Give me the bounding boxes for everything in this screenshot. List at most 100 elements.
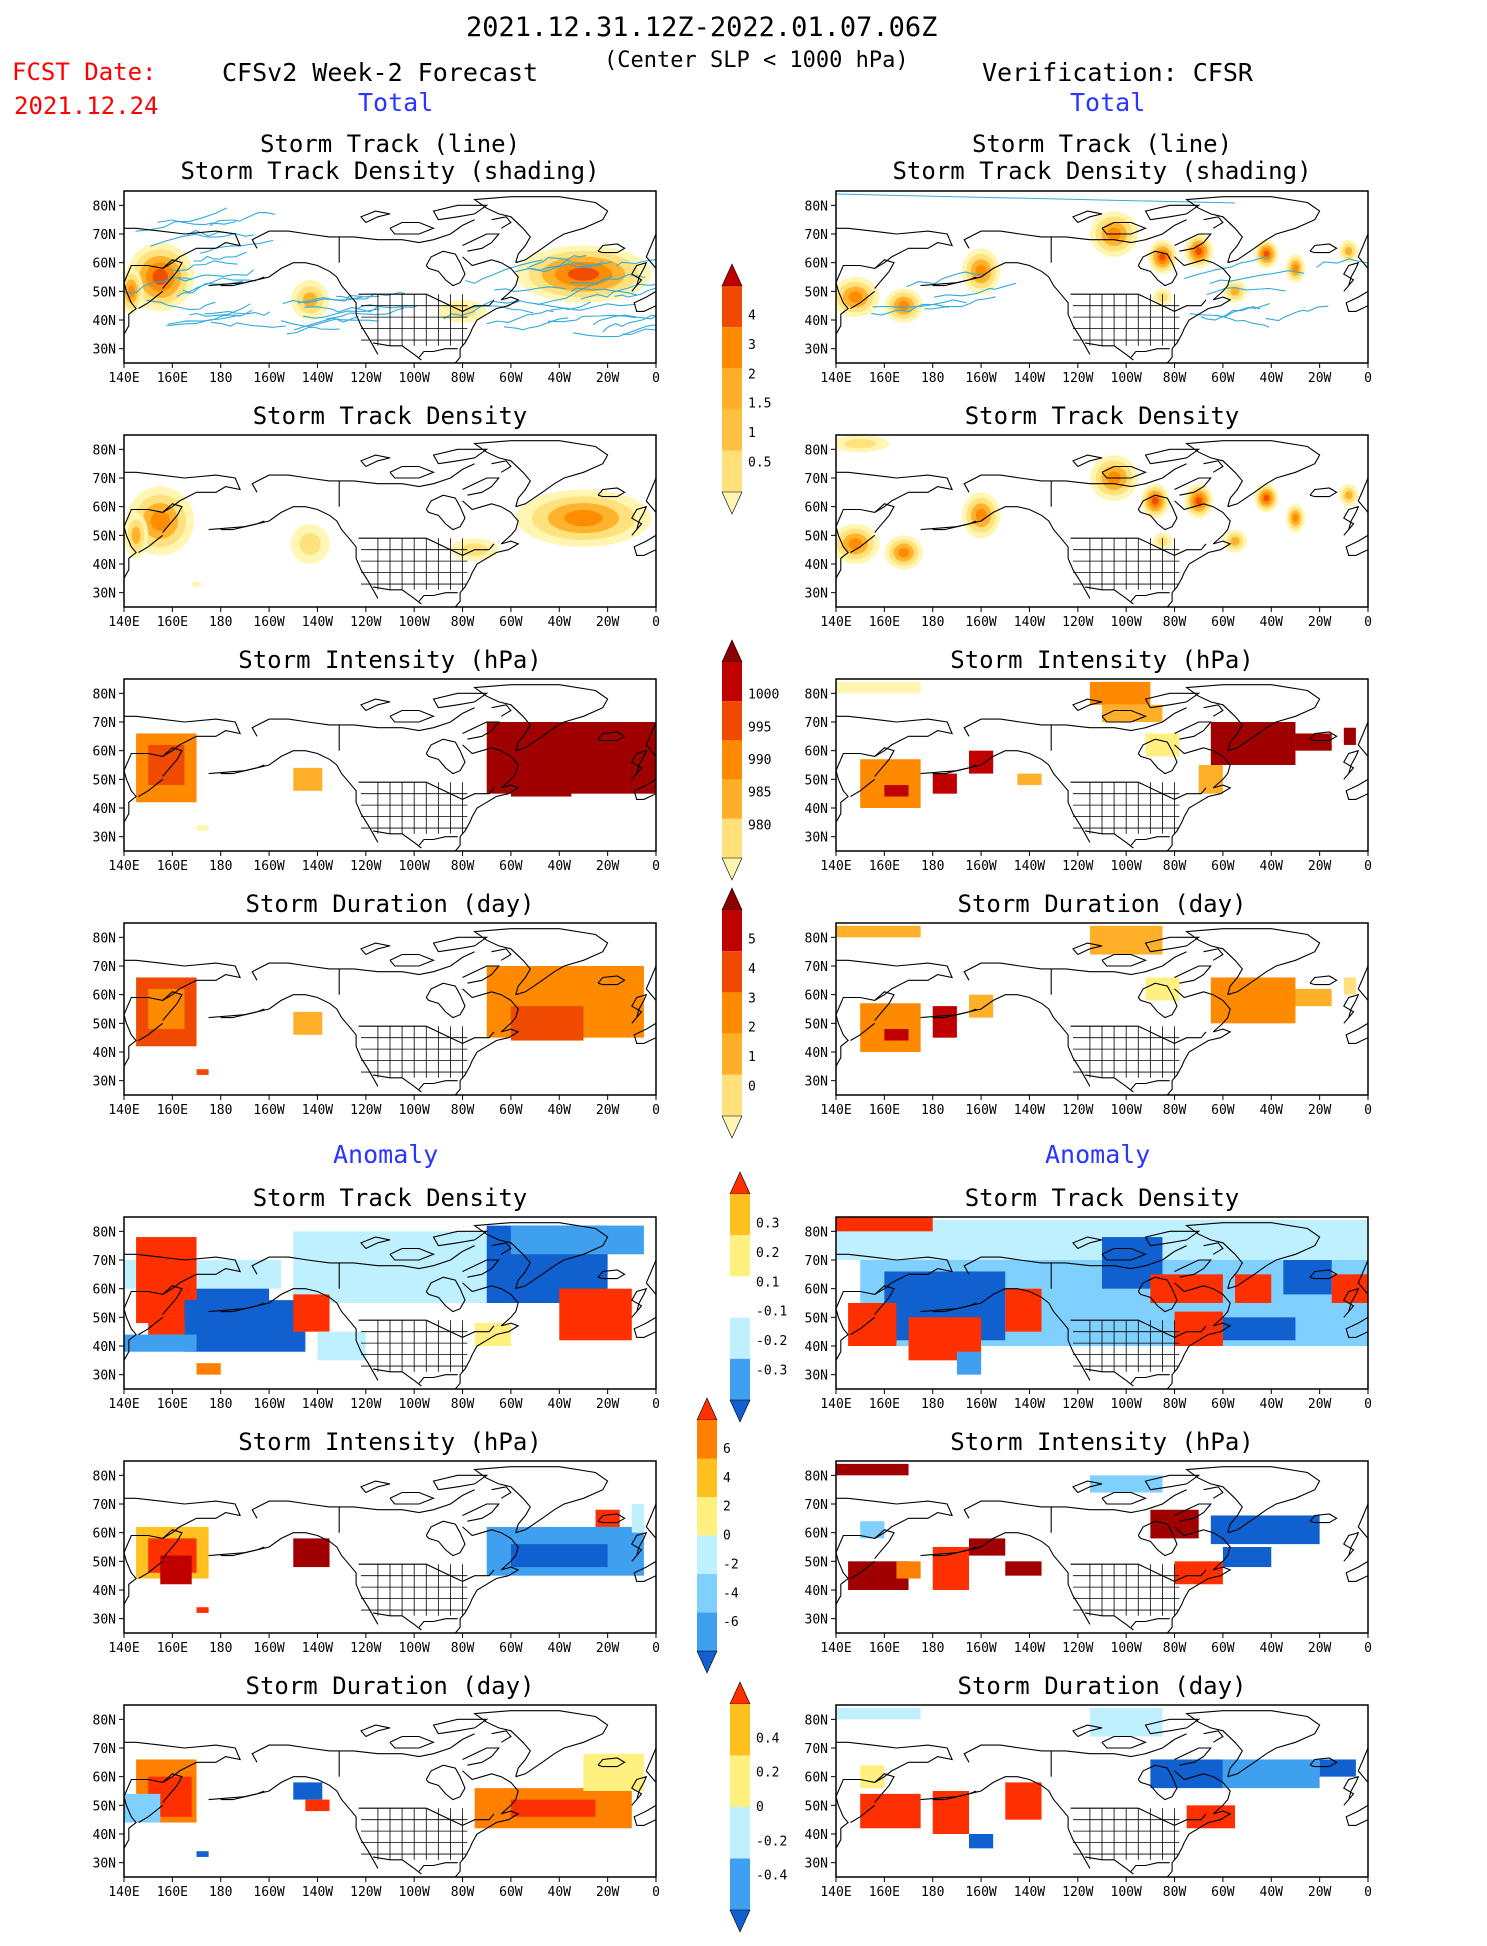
colorbar-duration-total: 5 4 3 2 1 0 xyxy=(721,887,802,1152)
lon-tick-label: 60W xyxy=(499,1103,523,1118)
lat-tick-label: 30N xyxy=(805,1857,828,1872)
lon-tick-label: 140W xyxy=(1014,1397,1045,1412)
lon-tick-label: 60W xyxy=(1211,1397,1235,1412)
lon-tick-label: 20W xyxy=(596,1885,620,1900)
colorbar-arrow-top xyxy=(721,887,743,911)
lon-tick-label: 40W xyxy=(548,1397,572,1412)
lon-tick-label: 160W xyxy=(253,859,284,874)
lon-tick-label: 80W xyxy=(451,859,475,874)
state-lines xyxy=(1072,782,1180,834)
lon-tick-label: 180 xyxy=(921,371,944,386)
colorbar-segment xyxy=(722,910,742,952)
title-duration-anom-right: Storm Duration (day) xyxy=(957,1672,1247,1700)
lon-tick-label: 40W xyxy=(548,1885,572,1900)
colorbar-label: 4 xyxy=(723,1471,731,1486)
lon-tick-label: 160W xyxy=(253,1641,284,1656)
lon-tick-label: 120W xyxy=(350,615,381,630)
lat-tick-label: 60N xyxy=(93,1283,116,1298)
lon-tick-label: 40W xyxy=(548,859,572,874)
lat-tick-label: 70N xyxy=(805,1498,828,1513)
criterion-subtitle: (Center SLP < 1000 hPa) xyxy=(604,48,909,73)
lon-tick-label: 40W xyxy=(1260,1397,1284,1412)
lon-tick-label: 80W xyxy=(1163,1641,1187,1656)
lon-tick-label: 40W xyxy=(1260,1885,1284,1900)
map-svg: 140E 160E 180 160W 140W 120W 100W 80W 60W 40W 20W 0… xyxy=(93,1704,660,1900)
lon-tick-label: 80W xyxy=(451,1103,475,1118)
lon-tick-label: 100W xyxy=(399,1103,430,1118)
lat-tick-label: 30N xyxy=(93,831,116,846)
lon-tick-label: 60W xyxy=(1211,859,1235,874)
map-panel: 140E 160E 180 160W 140W 120W 100W 80W 60W 40W 20W 0… xyxy=(805,922,1372,1118)
lon-tick-label: 40W xyxy=(1260,615,1284,630)
coastlines xyxy=(124,928,656,1095)
lon-tick-label: 40W xyxy=(548,371,572,386)
colorbar-segment xyxy=(730,1276,750,1318)
lat-tick-label: 80N xyxy=(93,1713,116,1728)
colorbar-segment xyxy=(697,1612,717,1651)
lon-tick-label: 160E xyxy=(869,859,900,874)
title-track-line-left: Storm Track (line) xyxy=(259,130,521,158)
coastlines xyxy=(836,928,1368,1095)
plot-frame xyxy=(835,190,1369,364)
lon-tick-label: 0 xyxy=(652,1641,660,1656)
lon-tick-label: 160E xyxy=(157,615,188,630)
map-panel: 140E 160E 180 160W 140W 120W 100W 80W 60W 40W 20W 0… xyxy=(805,434,1372,630)
coastlines xyxy=(836,440,1368,607)
lon-tick-label: 100W xyxy=(399,1641,430,1656)
lon-tick-label: 40W xyxy=(1260,1641,1284,1656)
lon-tick-label: 80W xyxy=(1163,1885,1187,1900)
lat-tick-label: 30N xyxy=(93,1075,116,1090)
lat-tick-label: 30N xyxy=(805,343,828,358)
lon-tick-label: 60W xyxy=(499,615,523,630)
fcst-date-value: 2021.12.24 xyxy=(14,92,159,120)
map-panel: 140E 160E 180 160W 140W 120W 100W 80W 60W 40W 20W 0… xyxy=(93,678,660,874)
lon-tick-label: 140E xyxy=(820,859,851,874)
lon-tick-label: 60W xyxy=(499,1885,523,1900)
colorbar-label: 0 xyxy=(723,1529,731,1544)
map-panel: 140E 160E 180 160W 140W 120W 100W 80W 60W 40W 20W 0… xyxy=(805,1460,1372,1656)
colorbar-segment xyxy=(722,450,742,492)
lat-tick-label: 60N xyxy=(805,1527,828,1542)
plot-frame xyxy=(123,434,657,608)
lon-tick-label: 20W xyxy=(1308,1885,1332,1900)
lon-tick-label: 160W xyxy=(965,1885,996,1900)
lat-tick-label: 80N xyxy=(93,443,116,458)
title-track-shading-right: Storm Track Density (shading) xyxy=(892,157,1312,185)
lon-tick-label: 140E xyxy=(820,1103,851,1118)
colorbar-segment xyxy=(722,327,742,369)
colorbar-segment xyxy=(730,1858,750,1910)
colorbar-label: -0.3 xyxy=(756,1364,787,1379)
lat-tick-label: 50N xyxy=(805,1017,828,1032)
lon-tick-label: 140W xyxy=(302,615,333,630)
colorbar-label: 4 xyxy=(748,308,756,323)
lon-tick-label: 160W xyxy=(965,1641,996,1656)
lat-tick-label: 80N xyxy=(93,1469,116,1484)
colorbar-label: -4 xyxy=(723,1586,739,1601)
colorbar-label: 2 xyxy=(748,367,756,382)
state-lines xyxy=(1072,294,1180,346)
lat-tick-label: 70N xyxy=(93,1254,116,1269)
lon-tick-label: 80W xyxy=(451,1885,475,1900)
lon-tick-label: 160E xyxy=(869,1397,900,1412)
lon-tick-label: 0 xyxy=(1364,615,1372,630)
lon-tick-label: 80W xyxy=(451,371,475,386)
lat-tick-label: 70N xyxy=(805,1254,828,1269)
title-intensity-right: Storm Intensity (hPa) xyxy=(950,646,1254,674)
map-svg: 140E 160E 180 160W 140W 120W 100W 80W 60W 40W 20W 0… xyxy=(93,1216,660,1412)
colorbar-segment xyxy=(730,1235,750,1277)
colorbar-label: -0.1 xyxy=(756,1305,787,1320)
colorbar-label: 0.4 xyxy=(756,1731,780,1746)
colorbar-duration-anom: 0.4 0.2 0 -0.2 -0.4 xyxy=(729,1681,810,1946)
lon-tick-label: 140E xyxy=(108,1641,139,1656)
lon-tick-label: 120W xyxy=(1062,1885,1093,1900)
verification-label: Verification: CFSR xyxy=(982,58,1253,87)
lat-tick-label: 50N xyxy=(93,1799,116,1814)
colorbar-arrow-bottom xyxy=(721,491,743,515)
density-shading xyxy=(836,211,1359,323)
coastlines xyxy=(124,684,656,851)
lat-tick-label: 60N xyxy=(805,989,828,1004)
lon-tick-label: 100W xyxy=(1111,1641,1142,1656)
colorbar-arrow-bottom xyxy=(729,1399,751,1423)
map-panel: 140E 160E 180 160W 140W 120W 100W 80W 60W 40W 20W 0… xyxy=(93,922,660,1118)
lon-tick-label: 60W xyxy=(1211,1641,1235,1656)
